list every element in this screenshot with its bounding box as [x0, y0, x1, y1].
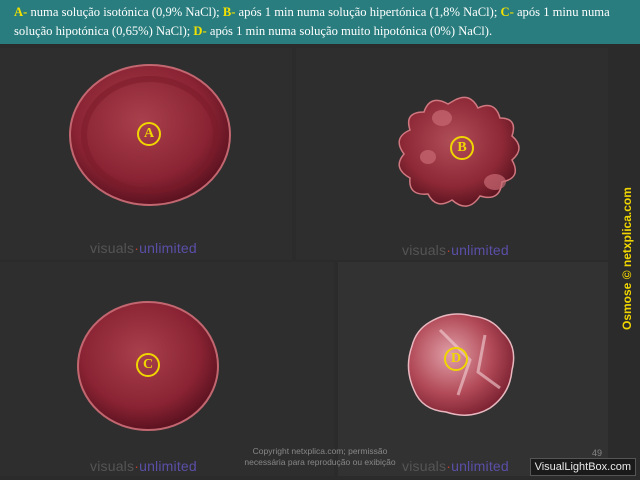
caption-text-b: após 1 min numa solução hipertónica (1,8…	[235, 5, 501, 19]
page-number: 49	[592, 448, 603, 458]
caption-text-c: após 1 minu numa solução hipotónica (0,6…	[14, 5, 610, 38]
tag-a: A	[137, 122, 161, 146]
caption-label-c: C-	[500, 5, 514, 19]
caption-text-d: após 1 min numa solução muito hipotónica…	[206, 24, 493, 38]
watermark-c: visuals·unlimited	[90, 458, 197, 474]
tag-c: C	[136, 353, 160, 377]
caption-text-a: numa solução isotónica (0,9% NaCl);	[27, 5, 223, 19]
caption-label-a: A-	[14, 5, 28, 19]
copyright-notice: Copyright netxplica.com; permissão neces…	[244, 446, 396, 467]
side-credit: Osmose © netxplica.com	[620, 187, 634, 330]
caption-label-b: B-	[222, 5, 236, 19]
visuallightbox-badge[interactable]: VisualLightBox.com	[529, 458, 636, 476]
watermark-b: visuals·unlimited	[402, 242, 509, 258]
tag-d: D	[444, 347, 468, 371]
tag-b: B	[450, 136, 474, 160]
watermark-a: visuals·unlimited	[90, 240, 197, 256]
watermark-d: visuals·unlimited	[402, 458, 509, 474]
caption-bar: A- numa solução isotónica (0,9% NaCl); B…	[0, 0, 640, 44]
caption-label-d: D-	[193, 24, 207, 38]
